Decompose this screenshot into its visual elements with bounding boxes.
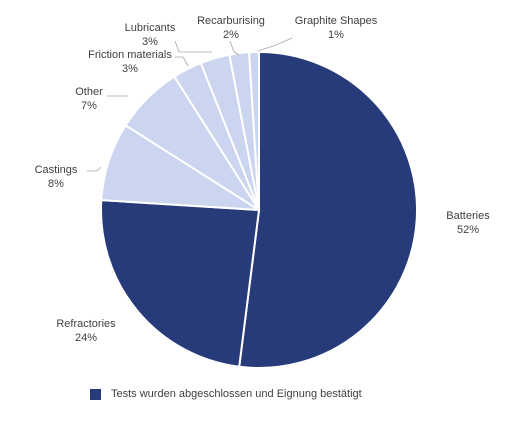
legend-label: Tests wurden abgeschlossen und Eignung b… bbox=[111, 388, 362, 400]
slice-value-label: 3% bbox=[142, 36, 158, 48]
slice-label: Graphite Shapes bbox=[295, 15, 378, 27]
slice-label: Refractories bbox=[56, 318, 116, 330]
slice-label: Batteries bbox=[446, 210, 490, 222]
slice-label: Friction materials bbox=[88, 49, 172, 61]
legend-swatch bbox=[90, 388, 101, 400]
legend: Tests wurden abgeschlossen und Eignung b… bbox=[90, 388, 362, 400]
slice-value-label: 7% bbox=[81, 100, 97, 112]
slice-label: Other bbox=[75, 86, 103, 98]
slice-value-label: 1% bbox=[328, 29, 344, 41]
pie-slice-graphite-shapes bbox=[248, 50, 260, 211]
slice-value-label: 52% bbox=[457, 224, 479, 236]
leader-line bbox=[257, 37, 293, 52]
slice-value-label: 3% bbox=[122, 63, 138, 75]
slice-value-label: 24% bbox=[75, 332, 97, 344]
leader-line bbox=[87, 166, 102, 172]
slice-label: Recarburising bbox=[197, 15, 265, 27]
slice-label: Lubricants bbox=[125, 22, 176, 34]
leader-line bbox=[229, 40, 240, 56]
pie-slice-batteries bbox=[238, 50, 418, 369]
leader-line bbox=[175, 56, 189, 67]
slice-value-label: 8% bbox=[48, 178, 64, 190]
slice-value-label: 2% bbox=[223, 29, 239, 41]
leader-line bbox=[174, 40, 212, 53]
pie-slice-refractories bbox=[100, 199, 261, 368]
slice-label: Castings bbox=[35, 164, 78, 176]
